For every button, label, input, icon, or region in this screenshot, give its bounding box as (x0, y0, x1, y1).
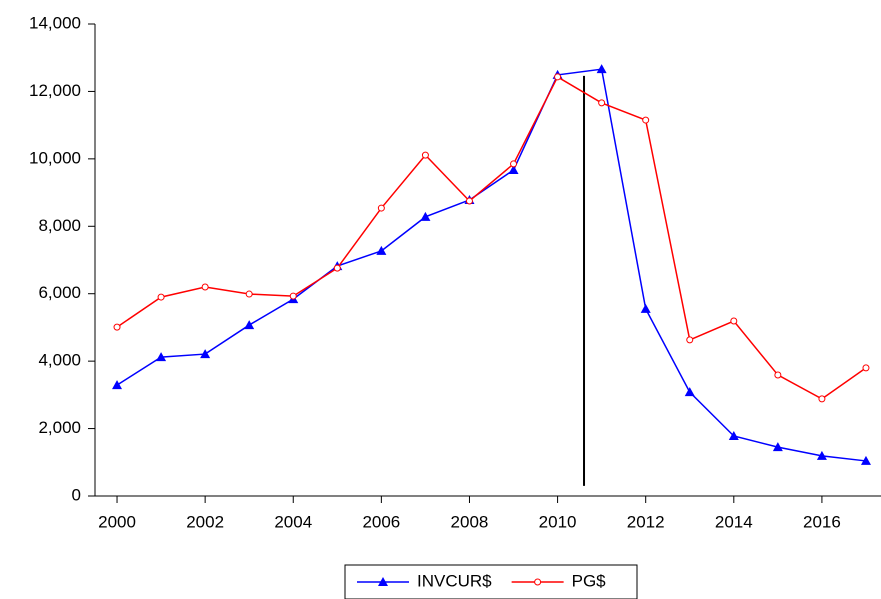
legend-marker (378, 577, 388, 586)
point (598, 99, 606, 107)
legend-label: PG$ (572, 571, 607, 590)
point (728, 430, 739, 440)
x-tick-label: 2010 (539, 512, 577, 531)
point (596, 64, 607, 74)
point (730, 317, 738, 325)
point (156, 352, 167, 362)
y-tick-label: 2,000 (38, 418, 81, 437)
legend-label: INVCUR$ (417, 571, 492, 590)
point (640, 303, 651, 313)
point (554, 73, 562, 81)
y-tick-label: 0 (72, 485, 81, 504)
y-tick-label: 8,000 (38, 216, 81, 235)
series-line (116, 68, 867, 462)
point (686, 336, 694, 344)
point (377, 204, 385, 212)
point (289, 292, 297, 300)
y-tick-label: 14,000 (29, 13, 81, 32)
x-tick-label: 2002 (186, 512, 224, 531)
point (244, 320, 255, 330)
point (421, 151, 429, 159)
x-tick-label: 2006 (362, 512, 400, 531)
x-tick-label: 2016 (803, 512, 841, 531)
point (510, 160, 518, 168)
point (333, 264, 341, 272)
point (774, 371, 782, 379)
point (201, 283, 209, 291)
x-tick-label: 2004 (274, 512, 312, 531)
point (112, 380, 123, 390)
point (508, 164, 519, 174)
point (642, 116, 650, 124)
point (816, 450, 827, 460)
legend-marker (534, 578, 542, 586)
y-tick-label: 12,000 (29, 81, 81, 100)
point (113, 323, 121, 331)
series-line (116, 75, 867, 400)
point (862, 364, 870, 372)
x-tick-label: 2008 (451, 512, 489, 531)
point (245, 290, 253, 298)
point (157, 293, 165, 301)
point (376, 245, 387, 255)
x-tick-label: 2014 (715, 512, 753, 531)
point (860, 455, 871, 465)
y-tick-label: 10,000 (29, 148, 81, 167)
point (465, 197, 473, 205)
point (772, 442, 783, 452)
y-tick-label: 4,000 (38, 351, 81, 370)
point (200, 349, 211, 359)
point (684, 387, 695, 397)
point (420, 211, 431, 221)
y-tick-label: 6,000 (38, 283, 81, 302)
x-tick-label: 2012 (627, 512, 665, 531)
point (818, 395, 826, 403)
x-tick-label: 2000 (98, 512, 136, 531)
